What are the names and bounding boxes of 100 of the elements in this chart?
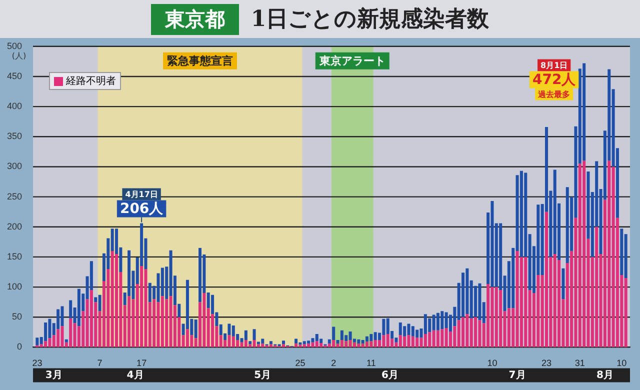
- bar: [516, 250, 519, 348]
- bar: [490, 201, 494, 288]
- y-tick-label: 350: [6, 131, 22, 142]
- text: 4月: [126, 370, 144, 381]
- bar: [444, 328, 448, 348]
- y-tick-label: 0: [17, 342, 22, 352]
- bar: [357, 339, 360, 344]
- bar: [462, 317, 465, 348]
- bar: [269, 341, 272, 344]
- text: 8月: [596, 370, 614, 381]
- bar: [432, 330, 436, 348]
- bar: [370, 341, 373, 348]
- bar: [294, 344, 298, 348]
- bar: [386, 334, 390, 348]
- bar: [294, 338, 298, 344]
- bar: [624, 278, 628, 348]
- bar: [507, 308, 510, 348]
- bar: [98, 294, 102, 312]
- band-label: 東京アラート: [318, 54, 386, 68]
- bar: [56, 329, 60, 348]
- bar: [48, 338, 52, 348]
- bar: [236, 340, 240, 348]
- bar: [60, 326, 64, 348]
- bar: [428, 318, 432, 332]
- x-tick-label: 17: [136, 358, 147, 368]
- bar: [398, 335, 402, 348]
- bar: [332, 340, 336, 348]
- y-axis-title: (人): [12, 51, 26, 60]
- y-tick-label: 200: [6, 221, 22, 232]
- bar: [302, 341, 306, 344]
- y-tick-label: 500: [6, 40, 22, 51]
- bar: [252, 340, 256, 348]
- bar: [348, 340, 352, 348]
- annotation: 過去最多: [537, 90, 570, 99]
- x-tick-label: 23: [32, 358, 42, 368]
- bar: [228, 335, 231, 348]
- bar: [361, 344, 364, 348]
- bar: [44, 341, 48, 348]
- bar: [536, 275, 540, 348]
- y-tick-label: 150: [6, 251, 22, 262]
- annotation: 206人: [120, 200, 164, 217]
- bar: [261, 344, 264, 348]
- y-tick-label: 300: [6, 161, 22, 172]
- bar: [269, 344, 272, 348]
- bar: [545, 212, 548, 348]
- bar: [398, 322, 402, 336]
- bar: [374, 332, 377, 340]
- bar: [582, 63, 586, 161]
- bar: [244, 330, 248, 340]
- bar: [252, 329, 256, 340]
- bar: [90, 290, 93, 348]
- bar: [40, 344, 43, 348]
- bar: [307, 340, 310, 344]
- bar: [374, 340, 377, 348]
- bar: [256, 344, 260, 348]
- x-tick-label: 10: [487, 358, 498, 368]
- chart-subtitle: 東京都: [150, 4, 239, 34]
- bar: [566, 187, 569, 263]
- bar: [248, 344, 252, 348]
- bar: [470, 318, 473, 348]
- x-tick-label: 23: [542, 358, 552, 368]
- bar: [298, 342, 302, 345]
- bar: [436, 312, 440, 330]
- bar: [486, 284, 490, 348]
- bar: [420, 338, 423, 348]
- bar: [152, 299, 156, 348]
- bar: [144, 268, 148, 348]
- bar: [457, 320, 460, 348]
- bar: [520, 170, 523, 257]
- bar: [336, 340, 340, 344]
- bar: [320, 342, 323, 348]
- bar: [436, 330, 440, 348]
- bar: [440, 311, 444, 330]
- bar: [365, 336, 368, 342]
- bar: [282, 344, 285, 348]
- bar: [202, 293, 206, 348]
- bar: [69, 318, 72, 348]
- bar: [248, 341, 252, 344]
- bar: [48, 318, 52, 338]
- bar: [440, 329, 444, 348]
- text: 6月: [381, 370, 398, 381]
- bar: [186, 329, 189, 348]
- bar: [494, 287, 498, 348]
- bar: [165, 299, 168, 348]
- bar: [194, 320, 198, 338]
- bar: [169, 296, 172, 348]
- bar: [428, 332, 432, 348]
- bar: [608, 160, 611, 348]
- x-tick-label: 25: [295, 358, 306, 368]
- bar: [44, 322, 48, 342]
- text: 3月: [45, 370, 62, 381]
- bar: [198, 248, 202, 302]
- bar: [382, 335, 386, 348]
- x-tick-label: 11: [366, 358, 376, 368]
- bar: [578, 164, 582, 348]
- bar: [328, 344, 331, 348]
- band-label: 緊急事態宣言: [167, 54, 234, 68]
- bar: [424, 334, 427, 348]
- bar: [244, 340, 248, 348]
- bar: [582, 160, 586, 348]
